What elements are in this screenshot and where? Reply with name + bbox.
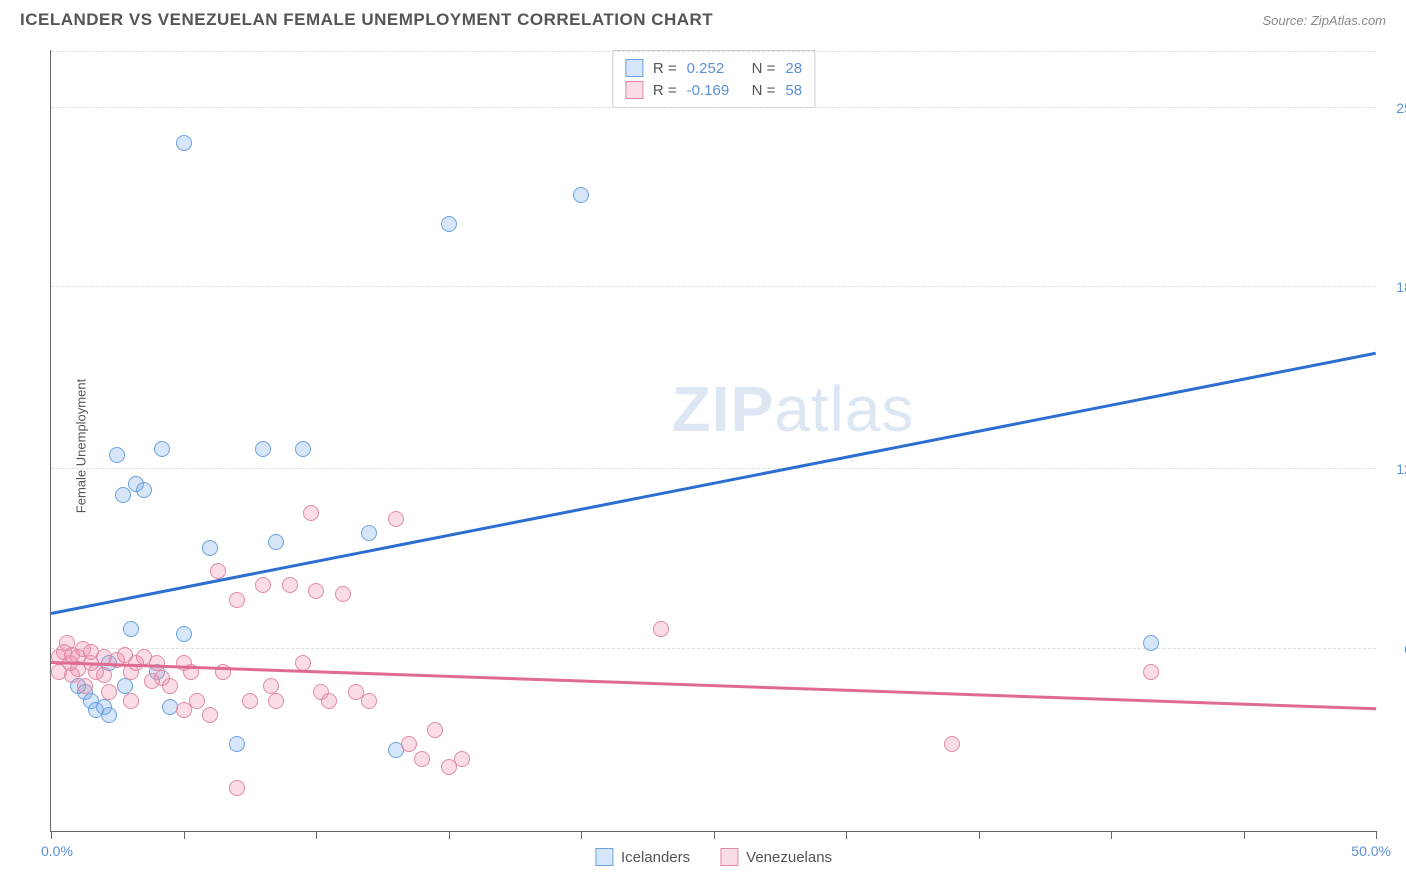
series-legend-item: Venezuelans	[720, 848, 832, 866]
gridline	[51, 468, 1376, 469]
x-tick	[184, 831, 185, 839]
scatter-point	[210, 563, 226, 579]
scatter-point	[123, 621, 139, 637]
correlation-legend: R =0.252N =28R =-0.169N =58	[612, 50, 815, 108]
gridline	[51, 51, 1376, 52]
chart-title: ICELANDER VS VENEZUELAN FEMALE UNEMPLOYM…	[20, 10, 713, 30]
legend-row: R =0.252N =28	[625, 57, 802, 79]
scatter-point	[229, 592, 245, 608]
scatter-point	[202, 707, 218, 723]
series-legend: Icelanders Venezuelans	[595, 848, 832, 866]
scatter-point	[242, 693, 258, 709]
x-tick	[51, 831, 52, 839]
scatter-point	[229, 736, 245, 752]
y-tick-label: 25.0%	[1381, 100, 1406, 116]
series-legend-label: Icelanders	[621, 849, 690, 866]
y-tick-label: 12.5%	[1381, 461, 1406, 477]
scatter-point	[101, 707, 117, 723]
scatter-point	[335, 586, 351, 602]
x-tick	[1376, 831, 1377, 839]
source-attribution: Source: ZipAtlas.com	[1262, 13, 1386, 28]
x-tick	[581, 831, 582, 839]
scatter-point	[944, 736, 960, 752]
scatter-point	[1143, 664, 1159, 680]
scatter-point	[295, 441, 311, 457]
scatter-point	[1143, 635, 1159, 651]
scatter-point	[454, 751, 470, 767]
scatter-point	[282, 577, 298, 593]
legend-swatch	[595, 848, 613, 866]
scatter-point	[101, 684, 117, 700]
x-tick	[316, 831, 317, 839]
legend-swatch	[720, 848, 738, 866]
scatter-point	[441, 216, 457, 232]
scatter-point	[109, 447, 125, 463]
gridline	[51, 286, 1376, 287]
scatter-point	[401, 736, 417, 752]
legend-swatch	[625, 81, 643, 99]
x-axis-min-label: 0.0%	[41, 843, 73, 859]
header: ICELANDER VS VENEZUELAN FEMALE UNEMPLOYM…	[0, 0, 1406, 36]
scatter-point	[308, 583, 324, 599]
scatter-point	[154, 441, 170, 457]
legend-swatch	[625, 59, 643, 77]
series-legend-label: Venezuelans	[746, 849, 832, 866]
x-tick	[449, 831, 450, 839]
chart-container: ICELANDER VS VENEZUELAN FEMALE UNEMPLOYM…	[0, 0, 1406, 892]
trend-line	[51, 351, 1376, 614]
x-tick	[1244, 831, 1245, 839]
x-axis-max-label: 50.0%	[1351, 843, 1391, 859]
scatter-point	[255, 577, 271, 593]
scatter-point	[427, 722, 443, 738]
y-tick-label: 18.8%	[1381, 279, 1406, 295]
scatter-point	[229, 780, 245, 796]
scatter-point	[653, 621, 669, 637]
x-tick	[1111, 831, 1112, 839]
scatter-point	[115, 487, 131, 503]
scatter-point	[202, 540, 218, 556]
scatter-point	[162, 678, 178, 694]
series-legend-item: Icelanders	[595, 848, 690, 866]
scatter-point	[77, 678, 93, 694]
gridline	[51, 107, 1376, 108]
scatter-point	[388, 511, 404, 527]
scatter-point	[189, 693, 205, 709]
x-tick	[714, 831, 715, 839]
scatter-point	[96, 667, 112, 683]
watermark: ZIPatlas	[672, 372, 915, 446]
gridline	[51, 648, 1376, 649]
scatter-point	[255, 441, 271, 457]
scatter-point	[573, 187, 589, 203]
scatter-point	[268, 693, 284, 709]
plot-area: ZIPatlas R =0.252N =28R =-0.169N =58 0.0…	[50, 50, 1376, 832]
scatter-point	[361, 525, 377, 541]
scatter-point	[136, 482, 152, 498]
scatter-point	[361, 693, 377, 709]
scatter-point	[176, 626, 192, 642]
x-tick	[979, 831, 980, 839]
scatter-point	[268, 534, 284, 550]
scatter-point	[176, 135, 192, 151]
x-tick	[846, 831, 847, 839]
scatter-point	[123, 693, 139, 709]
legend-row: R =-0.169N =58	[625, 79, 802, 101]
scatter-point	[414, 751, 430, 767]
scatter-point	[303, 505, 319, 521]
scatter-point	[321, 693, 337, 709]
y-tick-label: 6.3%	[1381, 641, 1406, 657]
